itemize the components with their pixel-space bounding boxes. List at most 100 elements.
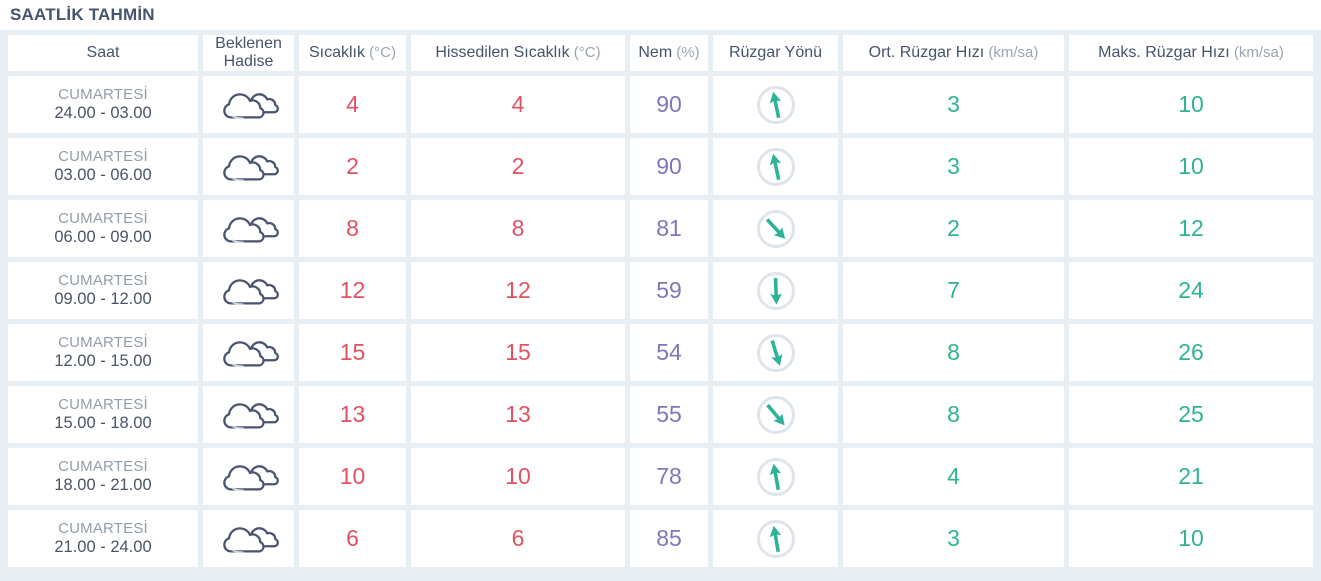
cell-max-wind: 10 <box>1069 138 1313 195</box>
cell-feels-like-value: 15 <box>505 339 531 365</box>
cell-humidity: 90 <box>630 138 708 195</box>
cell-wind-direction <box>713 138 838 195</box>
cell-avg-wind: 4 <box>843 448 1064 505</box>
cell-wind-direction <box>713 76 838 133</box>
cell-feels-like: 2 <box>411 138 625 195</box>
cell-avg-wind: 8 <box>843 324 1064 381</box>
cell-temperature: 6 <box>299 510 406 567</box>
cell-max-wind-value: 10 <box>1178 153 1204 179</box>
cell-temperature: 10 <box>299 448 406 505</box>
mostly-cloudy-icon <box>203 272 294 310</box>
cell-wind-direction <box>713 510 838 567</box>
time-range-label: 09.00 - 12.00 <box>54 290 152 308</box>
cell-temperature: 15 <box>299 324 406 381</box>
cell-avg-wind: 3 <box>843 510 1064 567</box>
table-row: CUMARTESİ 12.00 - 15.00 15 15 54 8 26 <box>8 324 1313 381</box>
time-range-label: 06.00 - 09.00 <box>54 228 152 246</box>
wind-direction-icon <box>713 209 838 249</box>
cell-max-wind-value: 10 <box>1178 525 1204 551</box>
cell-humidity: 81 <box>630 200 708 257</box>
wind-direction-icon <box>713 85 838 125</box>
column-header-sic: Sıcaklık (°C) <box>299 35 406 71</box>
day-label: CUMARTESİ <box>58 334 148 351</box>
cell-feels-like-value: 4 <box>511 91 525 117</box>
mostly-cloudy-icon <box>203 210 294 248</box>
cell-temperature: 8 <box>299 200 406 257</box>
column-header-nem: Nem (%) <box>630 35 708 71</box>
cell-temperature: 12 <box>299 262 406 319</box>
column-label: Rüzgar Yönü <box>728 44 823 62</box>
wind-direction-icon <box>713 395 838 435</box>
wind-direction-icon <box>713 519 838 559</box>
cell-max-wind: 12 <box>1069 200 1313 257</box>
cell-humidity-value: 55 <box>656 401 682 427</box>
column-label: Maks. Rüzgar Hızı <box>1098 44 1230 62</box>
mostly-cloudy-icon <box>203 334 294 372</box>
cell-humidity-value: 59 <box>656 277 682 303</box>
cell-max-wind-value: 24 <box>1178 277 1204 303</box>
cell-max-wind-value: 10 <box>1178 91 1204 117</box>
column-label: Beklenen Hadise <box>215 35 282 70</box>
table-row: CUMARTESİ 21.00 - 24.00 6 6 85 3 10 <box>8 510 1313 567</box>
cell-avg-wind-value: 3 <box>947 91 960 117</box>
cell-temperature-value: 6 <box>346 525 359 551</box>
cell-temperature-value: 8 <box>346 215 359 241</box>
cell-max-wind-value: 26 <box>1178 339 1204 365</box>
cell-max-wind: 25 <box>1069 386 1313 443</box>
cell-humidity: 90 <box>630 76 708 133</box>
day-label: CUMARTESİ <box>58 86 148 103</box>
cell-condition <box>203 138 294 195</box>
table-row: CUMARTESİ 09.00 - 12.00 12 12 59 7 24 <box>8 262 1313 319</box>
table-row: CUMARTESİ 15.00 - 18.00 13 13 55 8 25 <box>8 386 1313 443</box>
column-header-saat: Saat <box>8 35 198 71</box>
cell-avg-wind-value: 8 <box>947 339 960 365</box>
cell-avg-wind: 7 <box>843 262 1064 319</box>
cell-avg-wind-value: 3 <box>947 153 960 179</box>
table-header-row: Saat Beklenen Hadise Sıcaklık (°C) Hissedil… <box>8 35 1313 71</box>
cell-temperature-value: 13 <box>339 401 366 427</box>
day-label: CUMARTESİ <box>58 458 148 475</box>
wind-direction-icon <box>713 147 838 187</box>
cell-condition <box>203 200 294 257</box>
cell-feels-like-value: 10 <box>505 463 531 489</box>
cell-humidity-value: 78 <box>656 463 682 489</box>
cell-condition <box>203 76 294 133</box>
cell-humidity-value: 90 <box>656 153 682 179</box>
mostly-cloudy-icon <box>203 396 294 434</box>
table-row: CUMARTESİ 24.00 - 03.00 4 4 90 3 10 <box>8 76 1313 133</box>
cell-avg-wind-value: 8 <box>947 401 960 427</box>
column-unit: (km/sa) <box>984 44 1039 62</box>
cell-max-wind: 10 <box>1069 76 1313 133</box>
column-label: Nem <box>638 44 673 62</box>
cell-feels-like: 15 <box>411 324 625 381</box>
wind-direction-icon <box>713 271 838 311</box>
cell-feels-like-value: 8 <box>511 215 525 241</box>
cell-condition <box>203 324 294 381</box>
column-label: Sıcaklık <box>308 44 365 62</box>
column-header-his: Hissedilen Sıcaklık (°C) <box>411 35 625 71</box>
cell-avg-wind: 2 <box>843 200 1064 257</box>
cell-avg-wind-value: 4 <box>947 463 960 489</box>
column-unit: (°C) <box>569 44 601 62</box>
cell-temperature-value: 4 <box>346 91 359 117</box>
cell-avg-wind-value: 3 <box>947 525 960 551</box>
cell-feels-like: 4 <box>411 76 625 133</box>
cell-humidity-value: 81 <box>656 215 682 241</box>
cell-temperature: 4 <box>299 76 406 133</box>
cell-condition <box>203 510 294 567</box>
mostly-cloudy-icon <box>203 458 294 496</box>
cell-humidity: 78 <box>630 448 708 505</box>
section-title-band: SAATLİK TAHMİN <box>0 0 1321 30</box>
cell-temperature-value: 2 <box>346 153 359 179</box>
cell-feels-like: 6 <box>411 510 625 567</box>
time-range-label: 03.00 - 06.00 <box>54 166 152 184</box>
column-unit: (°C) <box>365 44 396 62</box>
cell-feels-like: 12 <box>411 262 625 319</box>
cell-humidity: 85 <box>630 510 708 567</box>
wind-direction-icon <box>713 333 838 373</box>
cell-feels-like: 13 <box>411 386 625 443</box>
cell-time: CUMARTESİ 24.00 - 03.00 <box>8 76 198 133</box>
day-label: CUMARTESİ <box>58 272 148 289</box>
cell-avg-wind: 3 <box>843 138 1064 195</box>
cell-temperature-value: 10 <box>339 463 366 489</box>
